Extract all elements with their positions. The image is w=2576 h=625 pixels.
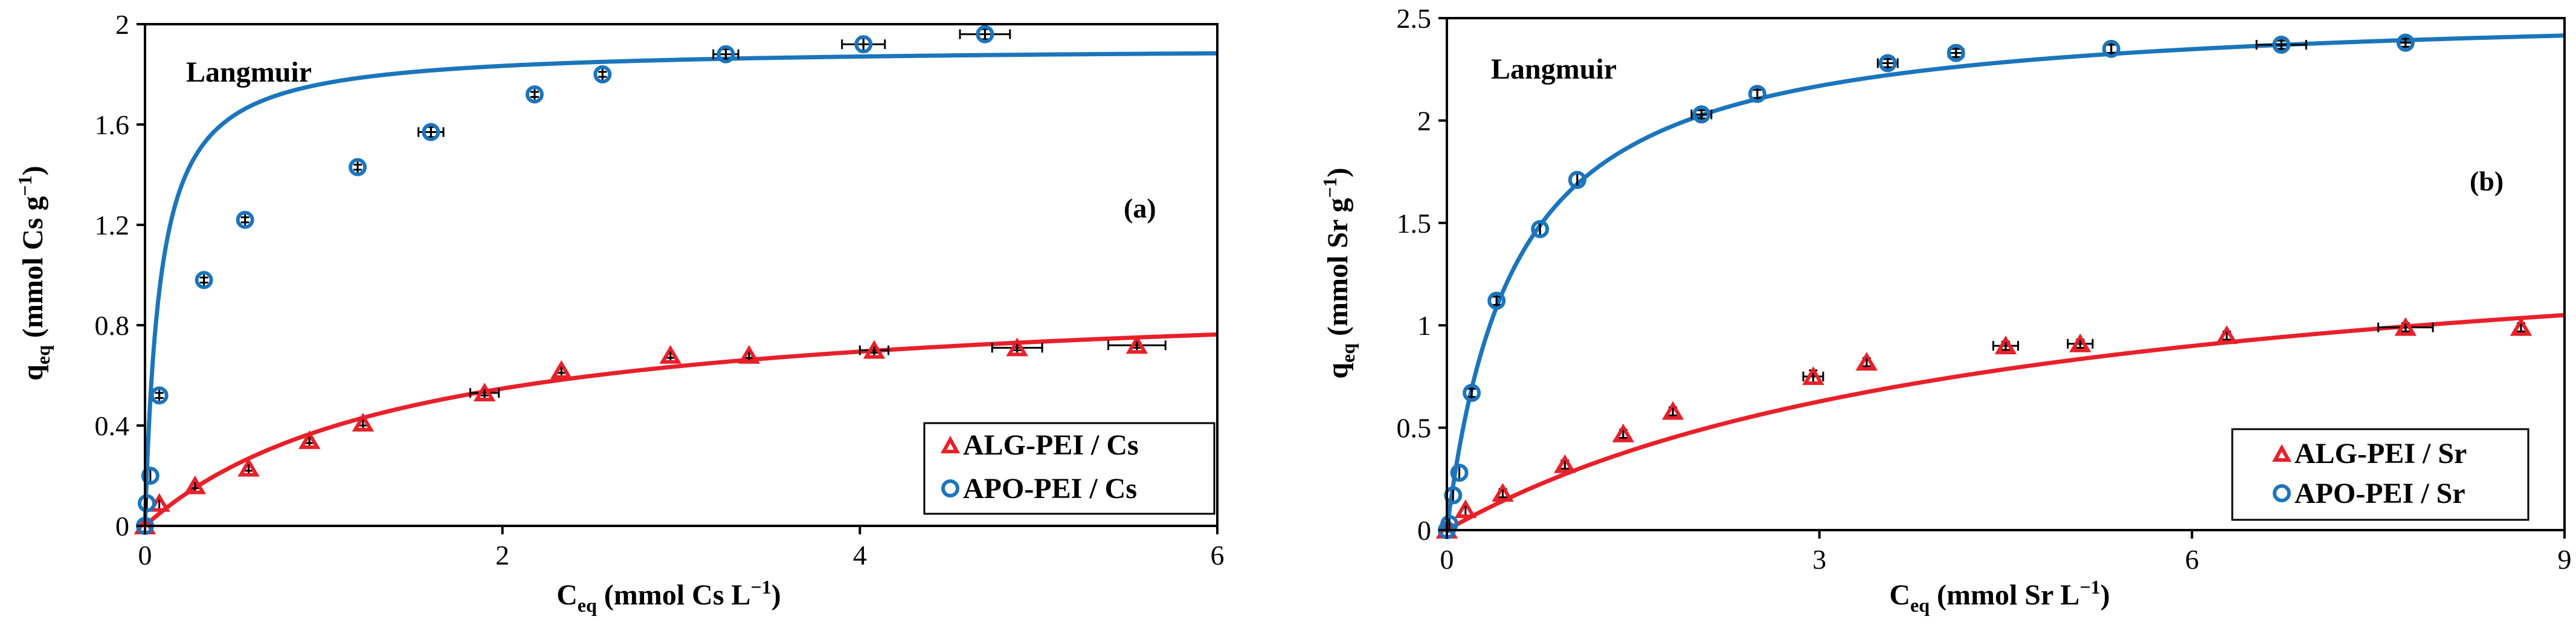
chart-panel-b: 0 0.5 1 1.5 2 2.5 0 3 6 9 Langmuir (b) Ceq (mmol … [1319, 3, 2572, 616]
chart-a-point-apo-pei [525, 85, 544, 104]
chart-a-point-alg-pei [863, 340, 886, 359]
chart-a-point-alg-pei [738, 345, 761, 364]
chart-a-legend-circle-icon [941, 479, 959, 497]
chart-b-model-label: Langmuir [1491, 53, 1617, 85]
chart-b-point-alg-pei [1855, 352, 1878, 371]
chart-b-point-alg-pei [1554, 454, 1576, 473]
chart-b-legend: ALG-PEI / Sr APO-PEI / Sr [2231, 428, 2529, 521]
chart-b-point-apo-pei [2102, 39, 2120, 58]
chart-b-legend-label-apo: APO-PEI / Sr [2294, 478, 2465, 510]
chart-a-point-alg-pei [659, 345, 682, 364]
chart-a-legend-triangle-icon [940, 435, 961, 453]
chart-b-ylabel: qeq (mmol Sr g−1) [1319, 167, 1359, 378]
chart-b-fit-line-apo-pei [1444, 33, 2565, 531]
chart-a-ylabel: qeq (mmol Cs g−1) [14, 166, 54, 381]
chart-b-point-alg-pei [1454, 499, 1477, 519]
chart-b-point-alg-pei [1661, 401, 1684, 420]
chart-b-panel-label: (b) [2470, 166, 2504, 196]
chart-a-ytick-label: 0.4 [95, 410, 130, 441]
chart-a-xtick-label: 0 [138, 540, 152, 571]
chart-a-fit-line-apo-pei [143, 51, 1218, 526]
chart-b-xlabel: Ceq (mmol Sr L−1) [1889, 576, 2110, 616]
chart-b-point-alg-pei [2394, 317, 2417, 336]
chart-a-point-apo-pei [137, 494, 156, 513]
chart-b-ytick-label: 1.5 [1397, 208, 1432, 239]
chart-b-legend-triangle-icon [2272, 444, 2292, 462]
chart-b-ytick-label: 2.5 [1397, 3, 1432, 34]
chart-a-point-alg-pei [237, 458, 260, 477]
chart-b-xtick-label: 6 [2185, 544, 2199, 575]
chart-a-point-alg-pei [298, 430, 321, 449]
chart-b-tick-layer: 0 0.5 1 1.5 2 2.5 0 3 6 9 [1397, 3, 2572, 575]
chart-b-point-apo-pei [2396, 33, 2415, 52]
chart-a-ytick-label: 0.8 [95, 310, 130, 341]
chart-a-point-apo-pei [716, 45, 735, 63]
chart-b-fit-layer [1444, 33, 2565, 533]
chart-a-point-alg-pei [1006, 337, 1028, 357]
chart-b-point-apo-pei [1568, 170, 1586, 189]
chart-a-point-apo-pei [195, 271, 213, 290]
chart-a-ytick-label: 1.6 [95, 109, 130, 140]
chart-b-point-alg-pei [2510, 317, 2533, 336]
chart-b-point-alg-pei [2215, 325, 2238, 345]
chart-a-xtick-label: 6 [1211, 540, 1225, 571]
chart-b-frame [1446, 17, 2566, 531]
chart-a-xtick-label: 2 [495, 540, 509, 571]
chart-b-point-apo-pei [1531, 219, 1550, 238]
chart-b-point-apo-pei [1748, 85, 1766, 103]
chart-a-xtick-label: 4 [853, 540, 867, 571]
chart-b-xtick-label: 3 [1812, 544, 1826, 575]
chart-a-point-alg-pei [352, 412, 375, 432]
chart-a-point-alg-pei [550, 360, 573, 379]
chart-a-panel-label: (a) [1124, 193, 1156, 224]
chart-b-point-alg-pei [2069, 333, 2091, 352]
chart-b-point-apo-pei [1692, 105, 1711, 124]
chart-b-legend-label-alg: ALG-PEI / Sr [2294, 438, 2467, 470]
chart-b-ytick-label: 0 [1417, 515, 1431, 546]
chart-a-point-alg-pei [184, 475, 207, 494]
chart-b-point-alg-pei [1492, 483, 1514, 502]
chart-b-xtick-label: 9 [2558, 544, 2572, 575]
chart-b-point-apo-pei [1463, 384, 1481, 403]
chart-a-tick-layer: 0 0.4 0.8 1.2 1.6 2 0 2 4 6 [95, 9, 1225, 571]
chart-a-ytick-label: 1.2 [95, 210, 130, 241]
chart-a-point-apo-pei [236, 210, 254, 229]
chart-a-point-apo-pei [141, 467, 159, 485]
chart-a-model-label: Langmuir [186, 56, 312, 88]
chart-b-point-alg-pei [1994, 335, 2017, 355]
chart-b-point-apo-pei [1450, 464, 1469, 482]
chart-a-legend-label-alg: ALG-PEI / Cs [963, 429, 1139, 461]
chart-b-ytick-label: 1 [1417, 310, 1431, 341]
chart-panel-a: 0 0.4 0.8 1.2 1.6 2 0 2 4 6 Langmuir (a) Ceq (mmo… [14, 9, 1225, 616]
chart-a-legend-box [923, 422, 1216, 515]
chart-b-point-alg-pei [1802, 366, 1824, 385]
chart-b-ytick-label: 0.5 [1397, 413, 1432, 444]
chart-a-point-alg-pei [473, 383, 496, 402]
chart-b-ytick-label: 2 [1417, 105, 1431, 136]
chart-a-xlabel: Ceq (mmol Cs L−1) [556, 576, 781, 616]
chart-a-point-alg-pei [1125, 335, 1148, 354]
chart-b-fit-line-alg-pei [1446, 312, 2565, 533]
chart-a-point-apo-pei [349, 158, 367, 176]
chart-b-legend-box [2231, 428, 2529, 521]
chart-a-point-apo-pei [150, 386, 169, 405]
chart-a-point-apo-pei [593, 65, 612, 83]
chart-b-point-apo-pei [1946, 44, 1965, 62]
chart-a-ytick-label: 2 [115, 9, 129, 40]
chart-a-point-apo-pei [422, 123, 440, 141]
chart-b-point-alg-pei [1612, 423, 1635, 442]
chart-b-point-apo-pei [2272, 36, 2291, 54]
chart-a-legend: ALG-PEI / Cs APO-PEI / Cs [923, 422, 1216, 515]
chart-b-legend-circle-icon [2273, 484, 2291, 502]
chart-a-point-apo-pei [854, 35, 873, 54]
chart-b-xtick-label: 0 [1440, 544, 1454, 575]
chart-b-point-apo-pei [1487, 291, 1506, 310]
chart-a-legend-label-apo: APO-PEI / Cs [963, 473, 1137, 505]
chart-a-frame [144, 23, 1219, 527]
chart-b-point-apo-pei [1878, 54, 1897, 73]
chart-a-ytick-label: 0 [115, 511, 129, 542]
chart-a-point-apo-pei [976, 25, 994, 44]
